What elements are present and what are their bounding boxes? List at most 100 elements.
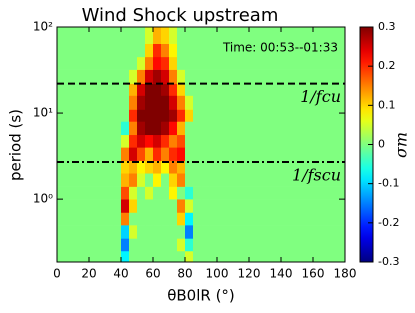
- cell: [145, 160, 154, 174]
- cell: [153, 109, 162, 122]
- cell: [137, 173, 146, 187]
- cell: [137, 95, 146, 110]
- cell: [169, 173, 178, 187]
- cell: [177, 56, 186, 70]
- cell: [57, 83, 114, 96]
- cell: [161, 225, 170, 239]
- cell: [201, 250, 210, 263]
- cell: [193, 27, 202, 44]
- cell: [121, 160, 130, 174]
- cell: [145, 27, 154, 44]
- cell: [161, 121, 170, 136]
- cell: [193, 43, 202, 58]
- colorbar-tick-label: -0.2: [378, 216, 399, 229]
- cell: [193, 186, 202, 200]
- cell: [209, 238, 346, 252]
- cell: [137, 225, 146, 239]
- cell: [177, 83, 186, 96]
- plot-frame: [56, 26, 346, 263]
- cell: [177, 160, 186, 174]
- cell: [137, 83, 146, 96]
- cell: [161, 147, 170, 161]
- cell: [161, 250, 170, 263]
- cell: [145, 199, 154, 213]
- cell: [169, 134, 178, 148]
- cell: [57, 173, 114, 187]
- cell: [209, 56, 346, 70]
- cell: [145, 186, 154, 200]
- colorbar-tick-label: -0.1: [378, 177, 399, 190]
- cell: [161, 134, 170, 148]
- cell: [121, 186, 130, 200]
- cell: [137, 121, 146, 136]
- cell: [169, 212, 178, 226]
- cell: [177, 250, 186, 263]
- cell: [201, 43, 210, 58]
- cell: [193, 69, 202, 84]
- cell: [193, 225, 202, 239]
- cell: [57, 212, 114, 226]
- x-axis-label: θB0lR (°): [167, 287, 235, 305]
- cell: [57, 56, 114, 70]
- cell: [201, 134, 210, 148]
- cell: [57, 95, 114, 110]
- cell: [193, 134, 202, 148]
- cell: [145, 83, 154, 96]
- cell: [129, 212, 138, 226]
- x-tick-label: 20: [81, 267, 96, 281]
- cell: [153, 147, 162, 161]
- cell: [169, 147, 178, 161]
- annotation: Time: 00:53--01:33: [222, 41, 338, 55]
- cell: [137, 160, 146, 174]
- cell: [137, 147, 146, 161]
- cell: [129, 56, 138, 70]
- cell: [145, 225, 154, 239]
- cell: [57, 69, 114, 84]
- cell: [121, 56, 130, 70]
- cell: [185, 238, 194, 252]
- cell: [201, 186, 210, 200]
- cell: [169, 160, 178, 174]
- cell: [209, 69, 346, 84]
- cell: [161, 69, 170, 84]
- cell: [137, 27, 146, 44]
- cell: [129, 69, 138, 84]
- cell: [129, 199, 138, 213]
- reference-label: 1/fscu: [292, 166, 341, 185]
- cell: [201, 238, 210, 252]
- cell: [161, 109, 170, 122]
- cell: [161, 160, 170, 174]
- cell: [185, 27, 194, 44]
- cell: [57, 199, 114, 213]
- cell: [129, 186, 138, 200]
- cell: [153, 121, 162, 136]
- cell: [57, 43, 114, 58]
- x-tick-label: 0: [53, 267, 61, 281]
- cell: [129, 121, 138, 136]
- cell: [185, 250, 194, 263]
- cell: [113, 160, 122, 174]
- cell: [209, 186, 346, 200]
- cell: [145, 147, 154, 161]
- cell: [177, 186, 186, 200]
- cell: [57, 238, 114, 252]
- cell: [201, 173, 210, 187]
- cell: [145, 109, 154, 122]
- cell: [169, 43, 178, 58]
- x-tick-label: 140: [270, 267, 293, 281]
- cell: [113, 83, 122, 96]
- cell: [113, 199, 122, 213]
- cell: [113, 147, 122, 161]
- cell: [137, 69, 146, 84]
- cell: [201, 83, 210, 96]
- x-tick-label: 120: [238, 267, 261, 281]
- cell: [177, 134, 186, 148]
- cell: [57, 134, 114, 148]
- cell: [129, 109, 138, 122]
- cell: [193, 56, 202, 70]
- cell: [145, 95, 154, 110]
- cell: [153, 56, 162, 70]
- cell: [145, 134, 154, 148]
- cell: [169, 250, 178, 263]
